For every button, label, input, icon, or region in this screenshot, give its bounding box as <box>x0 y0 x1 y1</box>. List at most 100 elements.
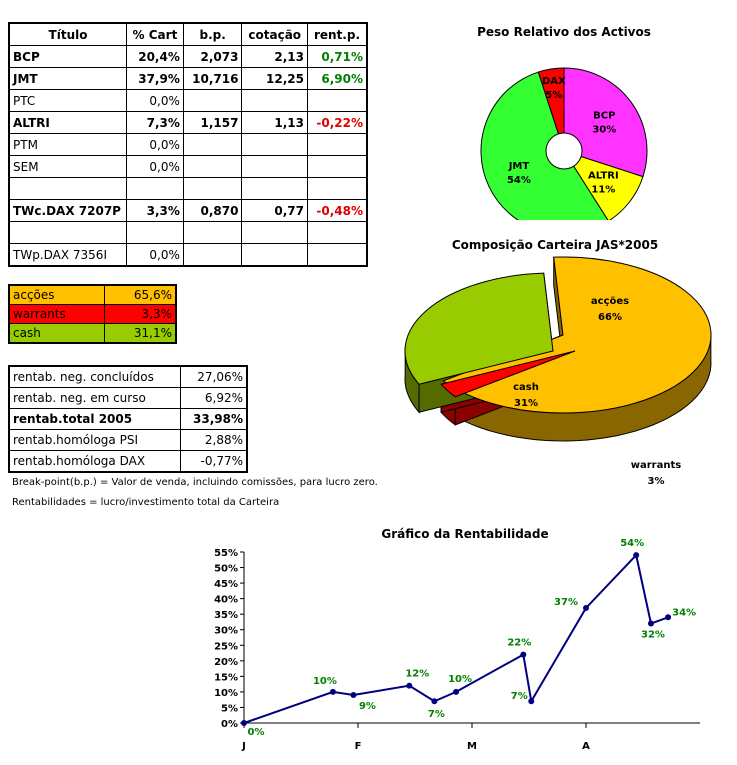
portfolio-row <box>8 177 368 200</box>
returns-point-label: 34% <box>672 607 696 618</box>
asset-return <box>307 177 368 200</box>
asset-weight: 0,0% <box>126 89 184 112</box>
returns-label: rentab.homóloga PSI <box>8 429 182 451</box>
asset-breakpoint <box>182 133 243 156</box>
returns-point-label: 10% <box>448 674 472 685</box>
returns-table: rentab. neg. concluídos 27,06% rentab. neg… <box>8 365 248 473</box>
pie1-category-label: BCP <box>593 111 615 122</box>
returns-point <box>583 604 589 611</box>
pie1-category-label: ALTRI <box>588 171 619 182</box>
pie2-slice <box>440 350 576 398</box>
y-tick-label: 50% <box>214 564 238 575</box>
portfolio-row <box>8 221 368 244</box>
asset-name: SEM <box>8 155 127 178</box>
returns-value: 33,98% <box>180 408 248 430</box>
allocation-row: warrants 3,3% <box>8 304 177 324</box>
returns-point-label: 54% <box>620 538 644 549</box>
returns-row: rentab.total 2005 33,98% <box>8 408 248 430</box>
asset-weight: 0,0% <box>126 243 184 267</box>
pie1-slice <box>562 150 644 220</box>
allocation-label: acções <box>8 284 105 305</box>
asset-name: JMT <box>8 67 127 90</box>
returns-label: rentab.homóloga DAX <box>8 450 182 473</box>
portfolio-row: PTC 0,0% <box>8 89 368 112</box>
returns-label: rentab.total 2005 <box>8 408 182 430</box>
returns-value: 2,88% <box>180 429 248 451</box>
pie1-value-label: 11% <box>591 185 615 196</box>
line-title: Gráfico da Rentabilidade <box>381 527 548 541</box>
asset-return <box>307 155 368 178</box>
y-tick-label: 15% <box>214 672 238 683</box>
returns-point-label: 32% <box>641 630 665 641</box>
header-bp: b.p. <box>182 22 243 46</box>
y-tick-label: 5% <box>221 703 238 714</box>
portfolio-row: JMT 37,9% 10,716 12,25 6,90% <box>8 67 368 90</box>
asset-name <box>8 177 127 200</box>
pie2-value-label: 3% <box>648 476 665 487</box>
x-tick-label: J <box>241 741 246 752</box>
asset-return <box>307 89 368 112</box>
asset-return <box>307 133 368 156</box>
returns-point <box>665 614 672 621</box>
y-tick-label: 25% <box>214 641 238 652</box>
returns-point-label: 22% <box>507 638 531 649</box>
asset-breakpoint: 2,073 <box>182 45 243 68</box>
asset-name: TWc.DAX 7207P <box>8 199 127 222</box>
asset-weight: 37,9% <box>126 67 184 90</box>
asset-name: ALTRI <box>8 111 127 134</box>
allocation-value: 31,1% <box>103 323 177 344</box>
asset-weight: 0,0% <box>126 155 184 178</box>
asset-name: PTM <box>8 133 127 156</box>
x-tick-label: M <box>467 741 477 752</box>
pie2-value-label: 66% <box>598 312 622 323</box>
asset-price <box>241 221 308 244</box>
asset-weight: 7,3% <box>126 111 184 134</box>
returns-point <box>520 651 527 658</box>
returns-label: rentab. neg. em curso <box>8 387 182 409</box>
returns-point-label: 7% <box>511 691 528 702</box>
returns-row: rentab. neg. em curso 6,92% <box>8 387 248 409</box>
asset-name <box>8 221 127 244</box>
pie1-slice <box>563 67 648 178</box>
allocation-row: cash 31,1% <box>8 323 177 344</box>
asset-weight-pie-chart: Peso Relativo dos Activos BCP 30% ALTRI 11%… <box>477 25 651 220</box>
portfolio-row: PTM 0,0% <box>8 133 368 156</box>
returns-point-label: 7% <box>428 709 445 720</box>
portfolio-row: BCP 20,4% 2,073 2,13 0,71% <box>8 45 368 68</box>
asset-breakpoint: 10,716 <box>182 67 243 90</box>
portfolio-row: TWp.DAX 7356I 0,0% <box>8 243 368 267</box>
y-tick-label: 45% <box>214 579 238 590</box>
y-tick-label: 35% <box>214 610 238 621</box>
returns-point <box>453 688 460 695</box>
pie1-value-label: 5% <box>545 90 562 101</box>
returns-row: rentab.homóloga DAX -0,77% <box>8 450 248 473</box>
asset-breakpoint: 0,870 <box>182 199 243 222</box>
asset-weight: 3,3% <box>126 199 184 222</box>
asset-weight: 0,0% <box>126 133 184 156</box>
allocation-row: acções 65,6% <box>8 284 177 305</box>
asset-price: 12,25 <box>241 67 308 90</box>
pie2-category-label: warrants <box>631 460 681 471</box>
asset-name: TWp.DAX 7356I <box>8 243 127 267</box>
asset-breakpoint <box>182 155 243 178</box>
allocation-label: cash <box>8 323 105 344</box>
y-tick-label: 0% <box>221 719 238 730</box>
asset-weight <box>126 221 184 244</box>
asset-breakpoint: 1,157 <box>182 111 243 134</box>
asset-price <box>241 243 308 267</box>
asset-return <box>307 221 368 244</box>
asset-return: -0,48% <box>307 199 368 222</box>
asset-price <box>241 89 308 112</box>
returns-point <box>431 698 438 705</box>
returns-point-label: 0% <box>248 727 265 738</box>
y-tick-label: 55% <box>214 548 238 559</box>
portfolio-row: SEM 0,0% <box>8 155 368 178</box>
asset-weight <box>126 177 184 200</box>
asset-price <box>241 177 308 200</box>
asset-return: 6,90% <box>307 67 368 90</box>
portfolio-header-row: Título % Cart b.p. cotação rent.p. <box>8 22 368 46</box>
returns-point <box>528 698 535 705</box>
asset-price: 2,13 <box>241 45 308 68</box>
asset-price <box>241 155 308 178</box>
allocation-label: warrants <box>8 304 105 324</box>
